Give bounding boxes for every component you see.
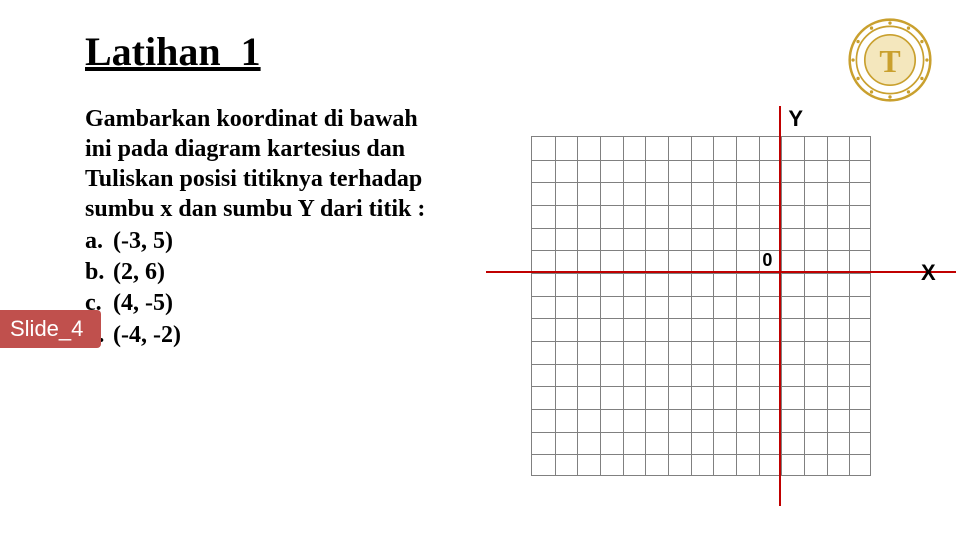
item-coord: (-4, -2) <box>113 322 181 348</box>
coordinate-list: a.(-3, 5) b.(2, 6) c.(4, -5) d.(-4, -2) <box>85 226 455 351</box>
origin-label: 0 <box>762 250 772 271</box>
item-coord: (4, -5) <box>113 290 173 316</box>
page-title: Latihan_1 <box>85 28 261 75</box>
instruction-line: sumbu x dan sumbu Y dari titik : <box>85 194 455 224</box>
list-item: d.(-4, -2) <box>85 320 455 351</box>
school-logo-icon: T <box>848 18 932 102</box>
y-axis-line <box>779 106 781 506</box>
instruction-line: ini pada diagram kartesius dan <box>85 134 455 164</box>
item-coord: (2, 6) <box>113 259 165 285</box>
x-axis-label: X <box>921 260 936 286</box>
list-item: a.(-3, 5) <box>85 226 455 257</box>
instruction-line: Tuliskan posisi titiknya terhadap <box>85 164 455 194</box>
svg-text:T: T <box>879 44 900 79</box>
instruction-block: Gambarkan koordinat di bawah ini pada di… <box>85 104 455 351</box>
list-item: b.(2, 6) <box>85 257 455 288</box>
item-letter: b. <box>85 257 113 288</box>
slide-number-badge: Slide_4 <box>0 310 101 348</box>
list-item: c.(4, -5) <box>85 288 455 319</box>
cartesian-chart: Y X 0 <box>486 106 956 506</box>
grid-area <box>531 136 871 476</box>
item-letter: a. <box>85 226 113 257</box>
y-axis-label: Y <box>788 106 803 132</box>
instruction-line: Gambarkan koordinat di bawah <box>85 104 455 134</box>
item-coord: (-3, 5) <box>113 228 173 254</box>
x-axis-line <box>486 271 956 273</box>
